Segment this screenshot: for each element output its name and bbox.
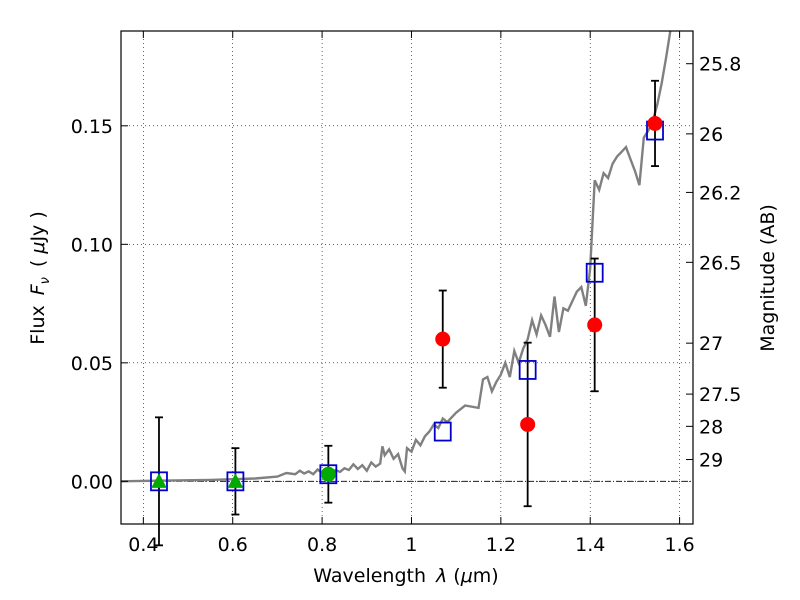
x-tick-label: 0.4 xyxy=(128,534,158,556)
axis-ticks: 0.4 0.6 0.8 1 1.2 1.4 1.6 0.00 0.05 0.10 0.15 25.8 2… xyxy=(71,31,741,556)
x-tick-label: 0.8 xyxy=(307,534,337,556)
data-points xyxy=(150,115,664,492)
y-tick-label: 0.00 xyxy=(71,471,113,493)
x-tick-label: 1.4 xyxy=(575,534,605,556)
y-axis-label: FluxFν(μJy ) xyxy=(27,211,53,345)
square-marker xyxy=(433,421,452,442)
y2-tick-label: 25.8 xyxy=(699,54,741,76)
circle-marker xyxy=(435,331,451,347)
plot-frame xyxy=(120,30,694,525)
y2-axis-label: Magnitude (AB) xyxy=(757,204,779,352)
y-tick-label: 0.05 xyxy=(71,353,113,375)
square-marker xyxy=(319,464,338,485)
error-bars xyxy=(154,79,660,547)
y2-tick-label: 26.2 xyxy=(699,182,741,204)
y2-tick-label: 27.5 xyxy=(699,384,741,406)
x-tick-label: 0.6 xyxy=(218,534,248,556)
y2-tick-label: 27 xyxy=(699,333,723,355)
square-marker xyxy=(226,471,245,492)
y-tick-label: 0.15 xyxy=(71,116,113,138)
circle-marker xyxy=(320,466,336,482)
y2-tick-label: 28 xyxy=(699,416,723,438)
x-tick-label: 1.2 xyxy=(486,534,516,556)
y2-tick-label: 26 xyxy=(699,124,723,146)
y2-tick-label: 29 xyxy=(699,450,723,472)
square-marker xyxy=(150,471,168,492)
x-axis-label: Wavelength λ (μm) xyxy=(313,565,498,587)
y-tick-label: 0.10 xyxy=(71,234,113,256)
model-spectrum-line xyxy=(121,31,672,483)
x-tick-label: 1.6 xyxy=(664,534,694,556)
triangle-marker xyxy=(227,473,244,488)
circle-marker xyxy=(647,115,663,131)
circle-marker xyxy=(520,416,536,432)
square-marker xyxy=(585,262,604,283)
triangle-marker xyxy=(151,473,167,488)
circle-marker xyxy=(587,317,603,333)
y2-tick-label: 26.5 xyxy=(699,252,741,274)
square-marker xyxy=(518,360,537,380)
x-tick-label: 1 xyxy=(405,534,417,556)
